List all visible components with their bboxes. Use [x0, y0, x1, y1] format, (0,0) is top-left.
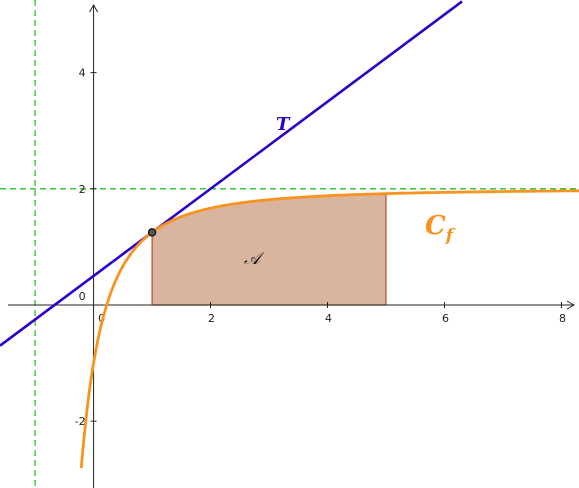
y-tick-label: -2 [75, 415, 86, 428]
lines-layer [0, 0, 579, 469]
tangent-line [0, 0, 463, 347]
curve-label: Cf [425, 211, 456, 246]
tangent-point [147, 228, 157, 237]
x-tick-label: 6 [442, 312, 449, 325]
area-region-layer [151, 193, 387, 306]
y-tick-label: 0 [79, 290, 86, 303]
y-tick-label: 2 [79, 183, 86, 196]
curve-label-main: C [425, 211, 446, 241]
tangent-label: T [276, 114, 291, 135]
x-tick-label: 8 [559, 312, 566, 325]
x-tick-label: 2 [208, 312, 215, 325]
area-label: 𝒜 [244, 249, 265, 269]
curve-label-subscript: f [445, 226, 456, 246]
labels-layer: T Cf 𝒜 [244, 114, 456, 269]
x-tick-label: 4 [325, 312, 332, 325]
curve-cf [79, 189, 579, 469]
y-axis-arrow [89, 3, 99, 13]
x-axis-arrow [566, 300, 576, 310]
area-region [151, 193, 387, 306]
y-tick-label: 4 [79, 67, 86, 80]
